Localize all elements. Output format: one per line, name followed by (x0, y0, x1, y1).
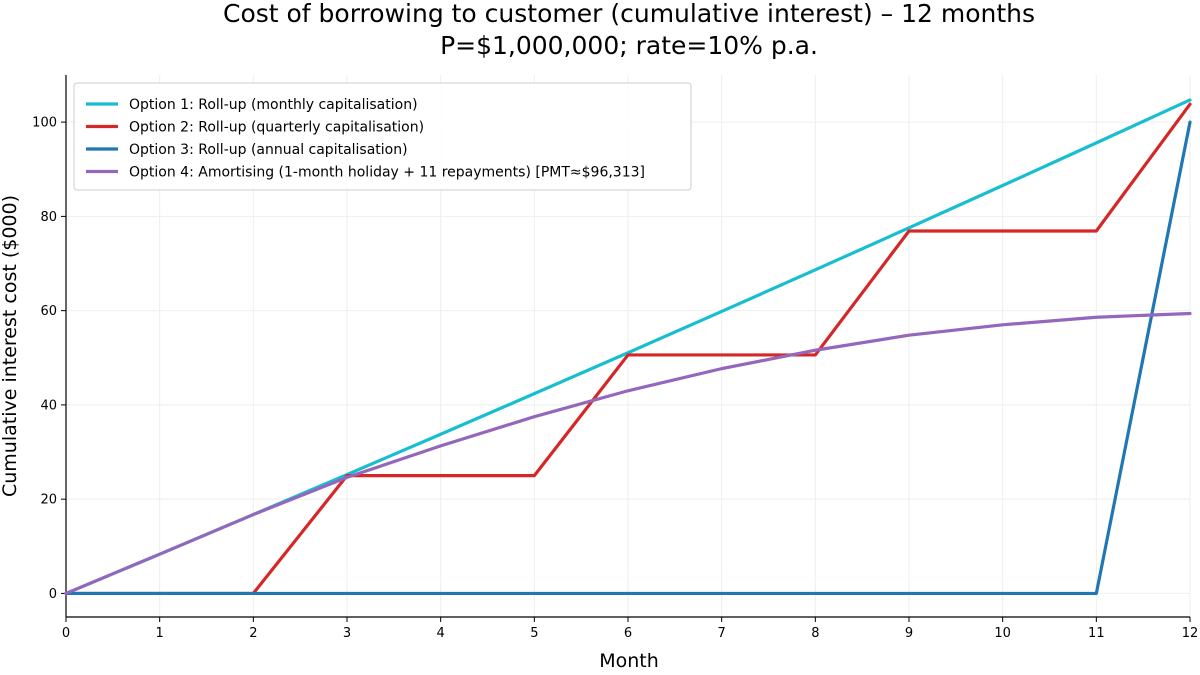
legend-entry-3: Option 3: Roll-up (annual capitalisation… (129, 142, 408, 158)
legend-box (73, 82, 692, 191)
series-line-3 (64, 120, 1192, 596)
series-line-4 (64, 311, 1192, 596)
chart-title: Cost of borrowing to customer (cumulativ… (223, 0, 1035, 28)
series-lines (64, 98, 1192, 596)
y-axis-label: Cumulative interest cost ($000) (0, 195, 21, 497)
x-tick-label: 2 (249, 626, 257, 641)
y-tick-label: 40 (40, 398, 57, 413)
legend: Option 1: Roll-up (monthly capitalisatio… (73, 82, 692, 191)
x-tick-label: 8 (811, 626, 819, 641)
x-tick-label: 0 (62, 626, 70, 641)
x-tick-label: 5 (530, 626, 538, 641)
y-tick-label: 100 (32, 116, 57, 131)
x-tick-label: 6 (624, 626, 632, 641)
x-tick-label: 7 (718, 626, 726, 641)
x-tick-label: 12 (1182, 626, 1199, 641)
chart-subtitle: P=$1,000,000; rate=10% p.a. (440, 31, 818, 60)
x-axis-label: Month (599, 650, 659, 671)
x-tick-label: 1 (156, 626, 164, 641)
y-tick-label: 60 (40, 304, 57, 319)
x-tick-label: 11 (1088, 626, 1105, 641)
y-tick-label: 20 (40, 493, 57, 508)
legend-entry-2: Option 2: Roll-up (quarterly capitalisat… (129, 120, 424, 136)
x-tick-label: 4 (437, 626, 445, 641)
y-tick-label: 0 (49, 587, 57, 602)
legend-entry-4: Option 4: Amortising (1-month holiday + … (129, 165, 645, 181)
x-tick-label: 10 (994, 626, 1011, 641)
legend-entry-1: Option 1: Roll-up (monthly capitalisatio… (129, 97, 418, 113)
y-tick-label: 80 (40, 210, 57, 225)
x-tick-label: 3 (343, 626, 351, 641)
x-tick-label: 9 (905, 626, 913, 641)
